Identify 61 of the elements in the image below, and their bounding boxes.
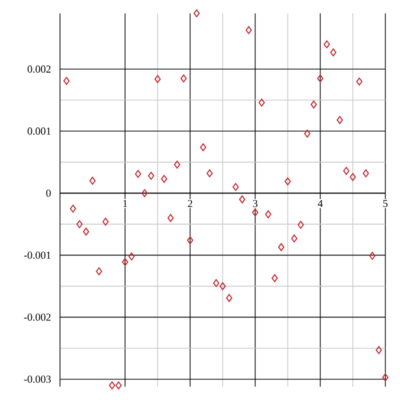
point [356,78,362,86]
point [258,98,265,107]
point [115,381,122,390]
point [278,243,284,252]
point [76,220,83,228]
point [63,76,70,85]
x-tick-label: 4 [318,200,323,207]
point [194,9,200,18]
point [265,210,272,218]
point [174,160,180,169]
y-tick-label: -0.003 [24,376,51,383]
point [89,176,96,185]
point [187,236,194,244]
point [350,173,356,182]
x-tick-label: 3 [253,200,258,208]
point [362,169,369,178]
point [343,166,350,175]
y-tick-label: 0.001 [28,128,50,135]
point [220,282,226,290]
y-tick-label: 0 [46,190,51,197]
point [167,214,174,222]
point [82,228,90,236]
point [324,40,330,48]
point [206,169,213,178]
y-tick-label: 0.002 [28,66,51,73]
point [141,189,148,198]
point [317,74,324,82]
point [128,252,135,260]
y-tick-label: -0.001 [24,252,50,259]
point [330,48,336,56]
point [154,75,161,84]
point [284,177,291,186]
point [291,234,298,242]
point [96,267,102,276]
point [160,174,168,183]
point [252,208,258,216]
point [369,252,376,260]
point [108,381,116,390]
point [200,143,206,152]
point [376,346,382,354]
point [382,373,388,382]
point [272,274,278,282]
point [232,182,239,191]
x-tick-label: 1 [123,200,128,208]
point [180,74,187,82]
point [213,279,220,288]
point [134,170,142,178]
point [336,116,343,124]
x-tick-label: 5 [383,200,388,208]
point [122,258,128,266]
point [148,172,154,180]
point [246,26,252,34]
point [226,294,232,302]
x-tick-label: 2 [188,200,192,208]
point [298,220,304,229]
point [310,100,317,108]
point [70,204,76,213]
point [304,130,310,138]
point [239,195,246,204]
y-tick-label: -0.002 [24,314,51,321]
point [102,218,109,226]
